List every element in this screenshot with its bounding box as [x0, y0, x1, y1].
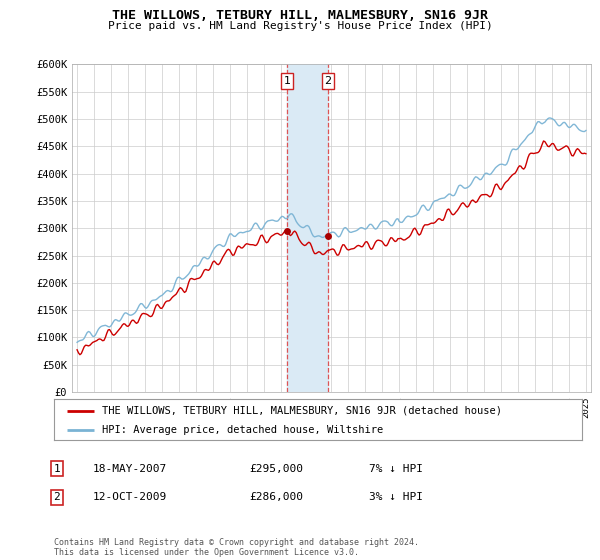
Text: 2: 2	[53, 492, 61, 502]
Text: 12-OCT-2009: 12-OCT-2009	[93, 492, 167, 502]
Text: 3% ↓ HPI: 3% ↓ HPI	[369, 492, 423, 502]
Text: £286,000: £286,000	[249, 492, 303, 502]
Text: 7% ↓ HPI: 7% ↓ HPI	[369, 464, 423, 474]
Text: HPI: Average price, detached house, Wiltshire: HPI: Average price, detached house, Wilt…	[101, 424, 383, 435]
Text: £295,000: £295,000	[249, 464, 303, 474]
Text: Price paid vs. HM Land Registry's House Price Index (HPI): Price paid vs. HM Land Registry's House …	[107, 21, 493, 31]
Text: 18-MAY-2007: 18-MAY-2007	[93, 464, 167, 474]
Text: THE WILLOWS, TETBURY HILL, MALMESBURY, SN16 9JR (detached house): THE WILLOWS, TETBURY HILL, MALMESBURY, S…	[101, 405, 502, 416]
Text: 2: 2	[325, 76, 332, 86]
Text: 1: 1	[283, 76, 290, 86]
Bar	[287, 64, 328, 392]
Text: 1: 1	[53, 464, 61, 474]
Text: Contains HM Land Registry data © Crown copyright and database right 2024.
This d: Contains HM Land Registry data © Crown c…	[54, 538, 419, 557]
Text: THE WILLOWS, TETBURY HILL, MALMESBURY, SN16 9JR: THE WILLOWS, TETBURY HILL, MALMESBURY, S…	[112, 9, 488, 22]
